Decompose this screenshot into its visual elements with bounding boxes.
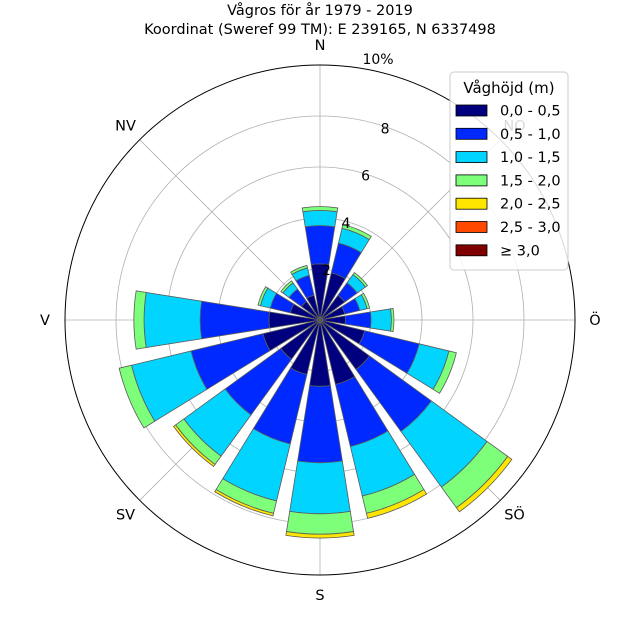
legend-items: 0,0 - 0,5 0,5 - 1,0 1,0 - 1,5 1,5 - 2,0 2,0 … [455,104,561,259]
bar-segment-sector-2-bin-3 [352,271,369,288]
bar-segment-sector-4-bin-3 [390,307,395,333]
bar-segment-sector-12-bin-3 [133,290,147,350]
bar-segment-sector-1-bin-3 [341,224,372,241]
direction-label: N [315,38,326,54]
legend-label: 0,0 - 0,5 [500,104,561,120]
bar-segment-sector-12-bin-2 [143,292,203,348]
chart-title: Vågros för år 1979 - 2019 [227,2,413,19]
bar-segment-sector-13-bin-3 [257,286,269,307]
bar-segment-sector-7-bin-4 [365,489,428,519]
legend-label: 2,0 - 2,5 [500,197,561,213]
radial-tick-label: 2 [322,263,331,279]
bar-segment-sector-4-bin-2 [369,308,392,332]
legend-swatch [455,151,488,164]
legend-frame [449,71,569,271]
direction-label: SV [116,508,135,524]
bar-segment-sector-15-bin-3 [290,264,308,275]
bar-segment-sector-6-bin-4 [455,455,513,513]
bar-segment-sector-8-bin-2 [289,460,351,515]
bar-segment-sector-10-bin-4 [172,424,216,468]
legend-swatch [455,197,488,210]
radial-tick-label: 8 [381,122,390,138]
legend-title: Våghöjd (m) [463,79,554,97]
legend-swatch [455,174,488,187]
legend-swatch [455,127,488,140]
direction-label: V [40,313,50,329]
legend-label: 1,0 - 1,5 [500,150,561,166]
outer-ring [64,64,576,576]
direction-label: Ö [589,311,600,329]
bar-segment-sector-9-bin-4 [214,489,275,517]
legend-label: 0,5 - 1,0 [500,127,561,143]
direction-label: S [315,588,324,604]
direction-label: SÖ [504,506,525,524]
sector-bars [118,206,513,539]
chart-subtitle: Koordinat (Sweref 99 TM): E 239165, N 63… [144,22,496,38]
legend-label: ≥ 3,0 [500,243,540,259]
bar-segment-sector-8-bin-4 [285,531,355,539]
radial-tick-labels: 2 4 6 8 10% [322,52,394,279]
radial-tick-label: 4 [342,216,351,232]
legend-label: 1,5 - 2,0 [500,173,561,189]
bar-segment-sector-11-bin-3 [118,364,156,429]
bar-segment-sector-5-bin-3 [432,350,457,394]
legend-swatch [455,244,488,257]
bar-segment-sector-0-bin-3 [301,206,339,213]
legend-swatch [455,104,488,117]
bar-segment-sector-8-bin-3 [286,510,354,535]
legend-swatch [455,221,488,233]
legend-label: 2,5 - 3,0 [500,220,561,236]
bar-segment-sector-3-bin-3 [360,292,371,310]
radial-max-label: 10% [362,52,393,68]
bar-segment-sector-14-bin-3 [280,280,294,294]
legend: Våghöjd (m) 0,0 - 0,5 0,5 - 1,0 1,0 - 1,5 1… [449,71,569,271]
radial-tick-label: 6 [361,169,370,185]
direction-label: NV [115,119,136,135]
bar-segment-sector-0-bin-2 [302,209,338,228]
